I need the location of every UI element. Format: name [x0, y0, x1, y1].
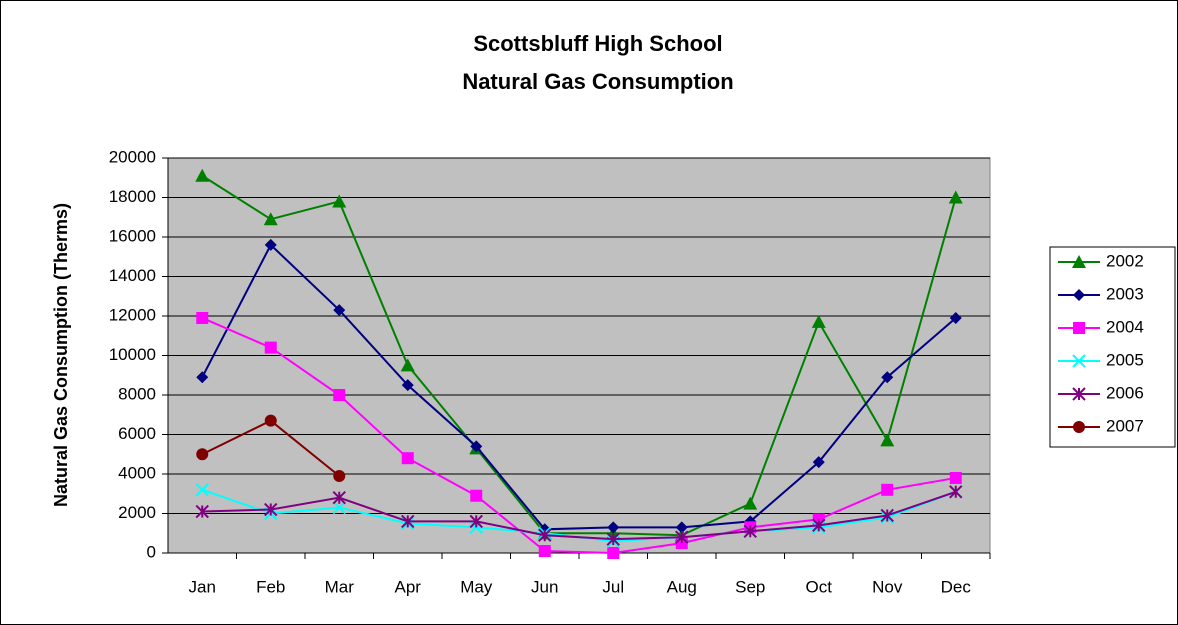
chart-title: Natural Gas Consumption — [462, 69, 733, 94]
marker — [607, 547, 620, 559]
marker — [332, 500, 346, 515]
y-tick-label: 16000 — [109, 226, 156, 245]
marker — [607, 521, 620, 534]
marker — [401, 452, 414, 465]
marker — [470, 489, 483, 502]
legend-label: 2003 — [1106, 284, 1144, 303]
x-tick-label: Jul — [602, 577, 624, 596]
y-tick-label: 14000 — [109, 266, 156, 285]
y-tick-label: 10000 — [109, 345, 156, 364]
y-tick-label: 0 — [147, 542, 156, 561]
marker — [263, 212, 278, 226]
marker — [195, 168, 210, 182]
marker — [1073, 322, 1085, 334]
x-tick-label: Oct — [806, 577, 833, 596]
x-tick-label: Sep — [735, 577, 765, 596]
x-tick-label: Jun — [531, 577, 558, 596]
marker — [1072, 354, 1086, 368]
y-axis-label: Natural Gas Consumption (Therms) — [51, 203, 71, 507]
y-tick-label: 4000 — [118, 463, 156, 482]
marker — [949, 485, 963, 499]
marker — [743, 496, 758, 510]
x-tick-label: Feb — [256, 577, 285, 596]
legend-label: 2005 — [1106, 350, 1144, 369]
x-tick-label: May — [460, 577, 493, 596]
marker — [470, 440, 483, 453]
y-tick-label: 6000 — [118, 424, 156, 443]
marker — [264, 414, 277, 427]
marker — [400, 358, 415, 372]
marker — [196, 311, 209, 324]
marker — [195, 504, 209, 519]
x-tick-label: Nov — [872, 577, 903, 596]
marker — [264, 502, 278, 517]
marker — [675, 521, 688, 534]
x-tick-label: Aug — [667, 577, 697, 596]
y-tick-label: 12000 — [109, 305, 156, 324]
series-line — [201, 174, 957, 537]
marker — [812, 456, 825, 469]
marker — [949, 471, 962, 484]
series-line — [202, 490, 957, 541]
legend-label: 2004 — [1106, 317, 1144, 336]
marker — [743, 524, 757, 538]
x-tick-label: Mar — [325, 577, 355, 596]
marker — [333, 469, 346, 482]
marker — [1072, 255, 1086, 268]
marker — [264, 238, 277, 251]
y-tick-label: 18000 — [109, 187, 156, 206]
marker — [538, 528, 552, 542]
marker — [332, 490, 346, 505]
marker — [401, 514, 415, 529]
marker — [401, 379, 414, 392]
marker — [606, 532, 620, 546]
series-line — [201, 243, 957, 531]
marker — [333, 304, 346, 317]
chart-title: Scottsbluff High School — [473, 31, 722, 56]
legend-label: 2006 — [1106, 383, 1144, 402]
x-tick-label: Dec — [941, 577, 972, 596]
marker — [812, 518, 826, 533]
marker — [949, 311, 962, 324]
marker — [264, 341, 277, 354]
marker — [1072, 387, 1086, 401]
marker — [880, 433, 895, 447]
marker — [948, 190, 963, 204]
y-tick-label: 20000 — [109, 147, 156, 166]
marker — [196, 371, 209, 384]
marker — [332, 194, 347, 208]
y-tick-label: 8000 — [118, 384, 156, 403]
marker — [538, 545, 551, 558]
legend-label: 2002 — [1106, 251, 1144, 270]
marker — [880, 508, 894, 523]
x-tick-label: Apr — [395, 577, 422, 596]
legend-box — [1049, 246, 1176, 448]
marker — [333, 389, 346, 401]
marker — [469, 514, 483, 529]
legend: 2002 2003 2004 2005 2006 2007 — [1049, 246, 1176, 448]
marker — [881, 483, 894, 496]
marker — [811, 314, 826, 328]
marker — [196, 448, 209, 461]
marker — [1073, 421, 1085, 433]
marker — [675, 530, 689, 544]
marker — [881, 371, 894, 384]
marker — [195, 483, 209, 497]
marker — [1073, 289, 1085, 301]
legend-label: 2007 — [1106, 416, 1144, 435]
series-line — [201, 317, 956, 555]
x-tick-label: Jan — [189, 577, 216, 596]
y-tick-label: 2000 — [118, 503, 156, 522]
